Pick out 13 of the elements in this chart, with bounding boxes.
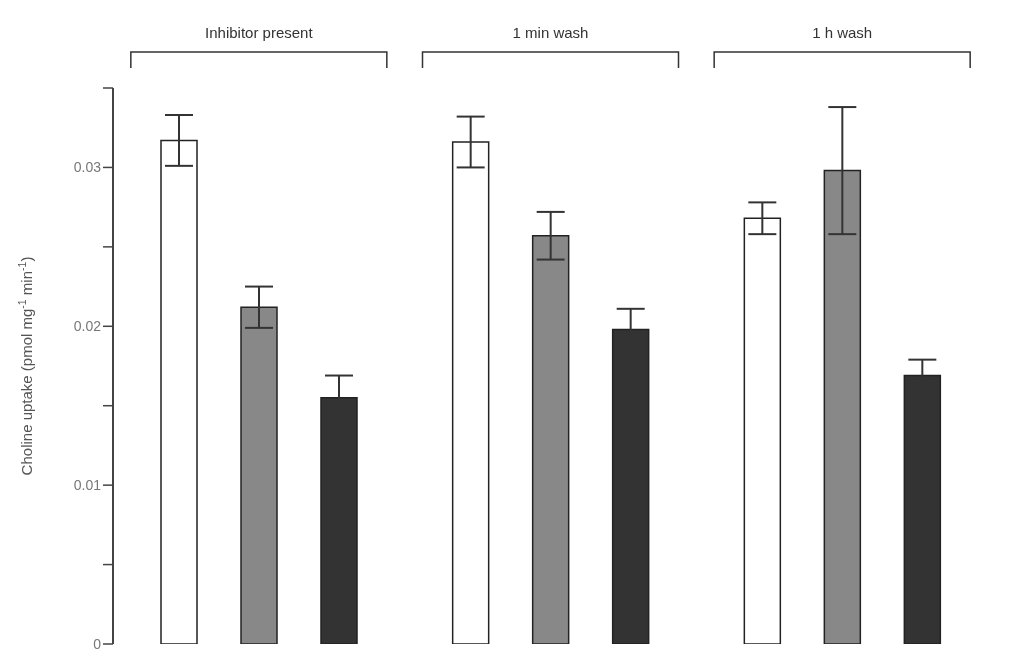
x-tick-label: 1 min wash	[512, 24, 589, 41]
y-tick-label: 0.01	[73, 477, 102, 494]
bar	[160, 139, 198, 644]
x-tick-label: Inhibitor present	[205, 24, 314, 41]
bar	[531, 234, 570, 644]
y-tick-label: 0.03	[73, 159, 102, 176]
x-tick-label: 1 h wash	[812, 24, 873, 41]
bar	[823, 169, 862, 644]
bar	[240, 306, 278, 644]
bar	[451, 141, 490, 644]
y-tick-label: 0.02	[73, 318, 102, 335]
y-tick-label: 0	[93, 635, 102, 652]
bar	[743, 217, 782, 644]
